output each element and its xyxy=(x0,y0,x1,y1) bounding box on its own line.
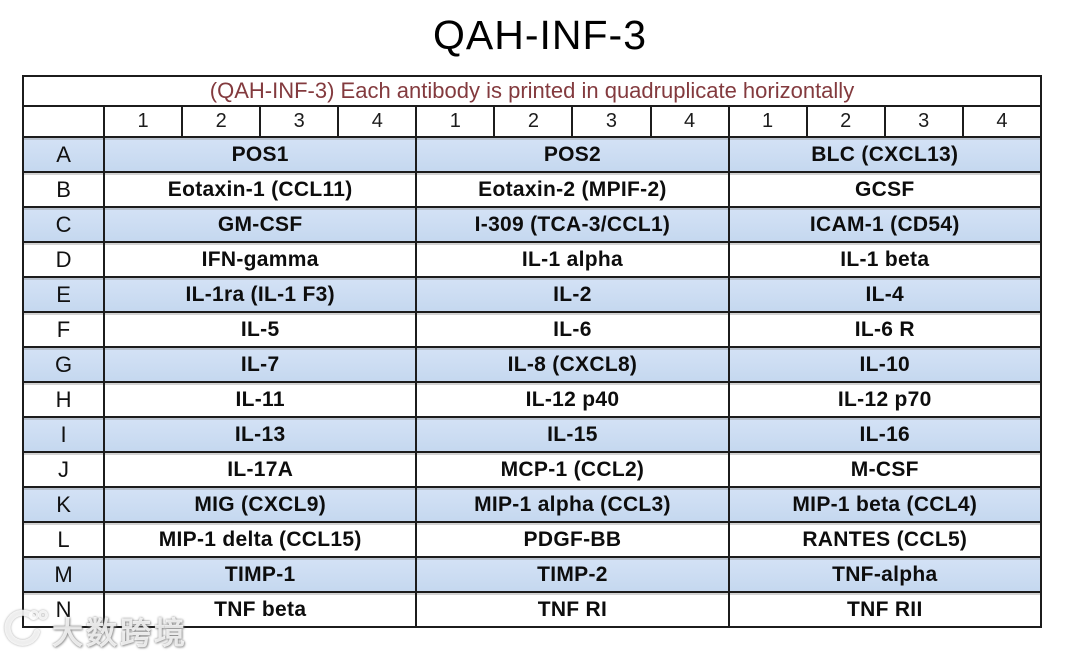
antibody-cell: IL-1 alpha xyxy=(415,241,730,278)
row-label: I xyxy=(21,416,106,453)
antibody-cell: M-CSF xyxy=(727,451,1043,488)
column-number: 1 xyxy=(415,105,496,138)
antibody-cell: IL-15 xyxy=(415,416,730,453)
row-label: L xyxy=(21,521,106,558)
antibody-cell: IL-4 xyxy=(727,276,1043,313)
antibody-cell: IL-17A xyxy=(103,451,418,488)
table-row: J IL-17A MCP-1 (CCL2) M-CSF xyxy=(21,451,1043,488)
table-row: B Eotaxin-1 (CCL11) Eotaxin-2 (MPIF-2) G… xyxy=(21,171,1043,208)
antibody-cell: ICAM-1 (CD54) xyxy=(727,206,1043,243)
row-label: B xyxy=(21,171,106,208)
watermark-text: 大数跨境 xyxy=(52,616,188,651)
watermark-logo-icon xyxy=(4,608,48,653)
antibody-cell: IL-10 xyxy=(727,346,1043,383)
column-number: 1 xyxy=(103,105,184,138)
column-number: 3 xyxy=(571,105,652,138)
antibody-cell: IL-11 xyxy=(103,381,418,418)
table-row: K MIG (CXCL9) MIP-1 alpha (CCL3) MIP-1 b… xyxy=(21,486,1043,523)
column-number: 1 xyxy=(727,105,808,138)
table-row: G IL-7 IL-8 (CXCL8) IL-10 xyxy=(21,346,1043,383)
antibody-cell: IL-6 R xyxy=(727,311,1043,348)
antibody-array-table: (QAH-INF-3) Each antibody is printed in … xyxy=(21,75,1043,628)
antibody-cell: GCSF xyxy=(727,171,1043,208)
antibody-cell: PDGF-BB xyxy=(415,521,730,558)
column-number: 2 xyxy=(805,105,886,138)
antibody-cell: IFN-gamma xyxy=(103,241,418,278)
antibody-cell: MIP-1 delta (CCL15) xyxy=(103,521,418,558)
antibody-cell: IL-12 p70 xyxy=(727,381,1043,418)
antibody-cell: MIG (CXCL9) xyxy=(103,486,418,523)
antibody-cell: TIMP-2 xyxy=(415,556,730,593)
row-label: D xyxy=(21,241,106,278)
antibody-cell: IL-8 (CXCL8) xyxy=(415,346,730,383)
corner-cell xyxy=(21,105,106,138)
antibody-cell: GM-CSF xyxy=(103,206,418,243)
row-label: J xyxy=(21,451,106,488)
row-label: M xyxy=(21,556,106,593)
column-number: 4 xyxy=(961,105,1043,138)
antibody-cell: IL-13 xyxy=(103,416,418,453)
antibody-cell: IL-5 xyxy=(103,311,418,348)
row-label: G xyxy=(21,346,106,383)
page-title: QAH-INF-3 xyxy=(433,12,647,58)
antibody-cell: TNF RI xyxy=(415,591,730,628)
antibody-cell: MIP-1 alpha (CCL3) xyxy=(415,486,730,523)
column-number: 2 xyxy=(493,105,574,138)
antibody-cell: IL-16 xyxy=(727,416,1043,453)
antibody-cell: TIMP-1 xyxy=(103,556,418,593)
antibody-cell: I-309 (TCA-3/CCL1) xyxy=(415,206,730,243)
column-number: 4 xyxy=(337,105,418,138)
table-header-band: (QAH-INF-3) Each antibody is printed in … xyxy=(22,75,1042,107)
antibody-cell: TNF-alpha xyxy=(727,556,1043,593)
table-row: C GM-CSF I-309 (TCA-3/CCL1) ICAM-1 (CD54… xyxy=(21,206,1043,243)
antibody-cell: Eotaxin-1 (CCL11) xyxy=(103,171,418,208)
column-numbers-row: 1 2 3 4 1 2 3 4 1 2 3 4 xyxy=(21,105,1043,138)
row-label: N xyxy=(21,591,106,628)
table-row: H IL-11 IL-12 p40 IL-12 p70 xyxy=(21,381,1043,418)
table-row: D IFN-gamma IL-1 alpha IL-1 beta xyxy=(21,241,1043,278)
antibody-cell: POS2 xyxy=(415,136,730,173)
column-number: 2 xyxy=(181,105,262,138)
table-row: L MIP-1 delta (CCL15) PDGF-BB RANTES (CC… xyxy=(21,521,1043,558)
antibody-cell: BLC (CXCL13) xyxy=(727,136,1043,173)
table-row: N TNF beta TNF RI TNF RII xyxy=(21,591,1043,628)
table-header-text: (QAH-INF-3) Each antibody is printed in … xyxy=(22,75,1042,107)
antibody-cell: RANTES (CCL5) xyxy=(727,521,1043,558)
antibody-cell: TNF beta xyxy=(103,591,418,628)
row-label: E xyxy=(21,276,106,313)
table-row: M TIMP-1 TIMP-2 TNF-alpha xyxy=(21,556,1043,593)
antibody-cell: POS1 xyxy=(103,136,418,173)
antibody-cell: TNF RII xyxy=(727,591,1043,628)
column-number: 3 xyxy=(883,105,964,138)
column-number: 3 xyxy=(259,105,340,138)
row-label: F xyxy=(21,311,106,348)
antibody-cell: MCP-1 (CCL2) xyxy=(415,451,730,488)
antibody-cell: IL-7 xyxy=(103,346,418,383)
antibody-cell: IL-1 beta xyxy=(727,241,1043,278)
column-number: 4 xyxy=(649,105,730,138)
row-label: A xyxy=(21,136,106,173)
table-row: E IL-1ra (IL-1 F3) IL-2 IL-4 xyxy=(21,276,1043,313)
row-label: H xyxy=(21,381,106,418)
table-row: A POS1 POS2 BLC (CXCL13) xyxy=(21,136,1043,173)
row-label: C xyxy=(21,206,106,243)
antibody-cell: IL-6 xyxy=(415,311,730,348)
table-row: F IL-5 IL-6 IL-6 R xyxy=(21,311,1043,348)
antibody-cell: IL-2 xyxy=(415,276,730,313)
antibody-cell: IL-1ra (IL-1 F3) xyxy=(103,276,418,313)
row-label: K xyxy=(21,486,106,523)
watermark: 大数跨境 xyxy=(4,608,188,653)
antibody-cell: Eotaxin-2 (MPIF-2) xyxy=(415,171,730,208)
table-row: I IL-13 IL-15 IL-16 xyxy=(21,416,1043,453)
antibody-cell: MIP-1 beta (CCL4) xyxy=(727,486,1043,523)
antibody-cell: IL-12 p40 xyxy=(415,381,730,418)
